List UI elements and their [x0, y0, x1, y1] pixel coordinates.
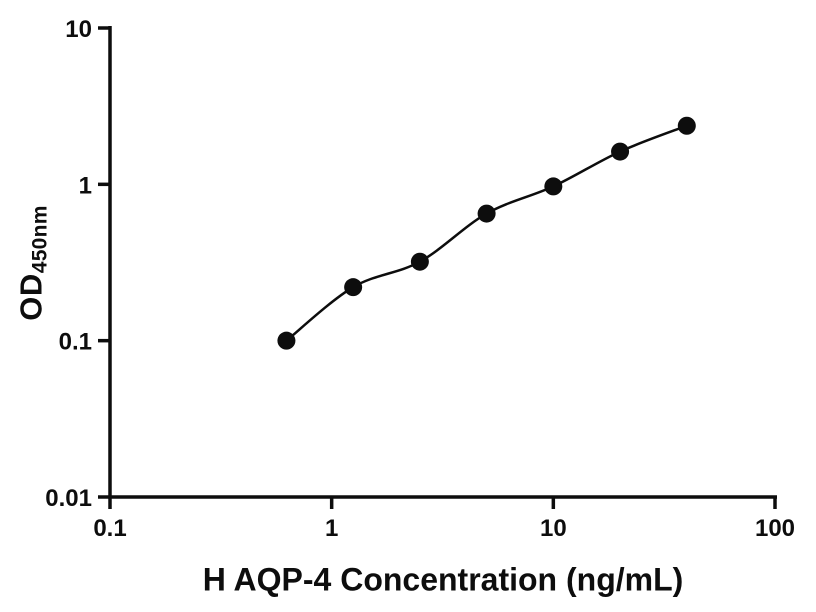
- y-tick-label: 0.1: [59, 329, 92, 356]
- y-tick-label: 0.01: [45, 485, 92, 512]
- x-axis-title: H AQP-4 Concentration (ng/mL): [202, 561, 684, 598]
- fit-curve: [285, 124, 688, 342]
- x-tick-label: 1: [325, 515, 338, 542]
- y-axis-title-subscript: 450nm: [28, 205, 52, 274]
- axes: [108, 26, 777, 499]
- data-point: [544, 177, 563, 196]
- data-point: [277, 331, 296, 350]
- data-point: [611, 142, 630, 161]
- data-point: [677, 116, 696, 135]
- x-tick-label: 100: [755, 515, 795, 542]
- data-point: [477, 204, 496, 223]
- data-point: [410, 252, 429, 271]
- data-point: [344, 278, 363, 297]
- y-tick-label: 1: [79, 172, 92, 199]
- x-tick-label: 10: [540, 515, 567, 542]
- x-tick-label: 0.1: [93, 515, 126, 542]
- y-axis-title-main: OD: [13, 273, 49, 321]
- y-tick-label: 10: [65, 16, 92, 43]
- y-axis-title: OD450nm: [14, 205, 53, 321]
